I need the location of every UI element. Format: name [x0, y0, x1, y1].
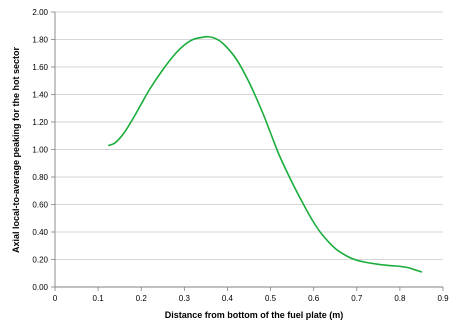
x-tick-label: 0.4	[222, 294, 234, 303]
x-axis-ticks: 0 0.1 0.2 0.3 0.4 0.5 0.6 0.7 0.8 0.9	[53, 287, 449, 303]
x-tick-label: 0.8	[394, 294, 406, 303]
x-tick-label: 0.9	[437, 294, 449, 303]
y-tick-label: 1.40	[32, 91, 48, 100]
series-group	[108, 35, 423, 273]
x-tick-label: 0.2	[136, 294, 148, 303]
x-tick-label: 0	[53, 294, 58, 303]
y-tick-label: 0.00	[32, 283, 48, 292]
y-tick-label: 1.80	[32, 36, 48, 45]
y-tick-label: 1.00	[32, 146, 48, 155]
y-tick-label: 1.20	[32, 118, 48, 127]
y-tick-label: 0.60	[32, 201, 48, 210]
x-tick-label: 0.5	[265, 294, 277, 303]
x-tick-label: 0.6	[308, 294, 320, 303]
y-axis-label: Axial local-to-average peaking for the h…	[11, 46, 21, 253]
y-axis-ticks: 0.00 0.20 0.40 0.60 0.80 1.00 1.20 1.40 1.60 1.80…	[32, 8, 55, 292]
x-tick-label: 0.7	[351, 294, 363, 303]
y-tick-label: 2.00	[32, 8, 48, 17]
x-axis-label: Distance from bottom of the fuel plate (…	[165, 310, 344, 320]
y-tick-label: 0.20	[32, 256, 48, 265]
y-tick-label: 0.40	[32, 228, 48, 237]
y-tick-label: 0.80	[32, 173, 48, 182]
series-line	[108, 35, 423, 273]
x-tick-label: 0.1	[93, 294, 105, 303]
y-tick-label: 1.60	[32, 63, 48, 72]
gridlines	[55, 11, 443, 260]
x-tick-label: 0.3	[179, 294, 191, 303]
